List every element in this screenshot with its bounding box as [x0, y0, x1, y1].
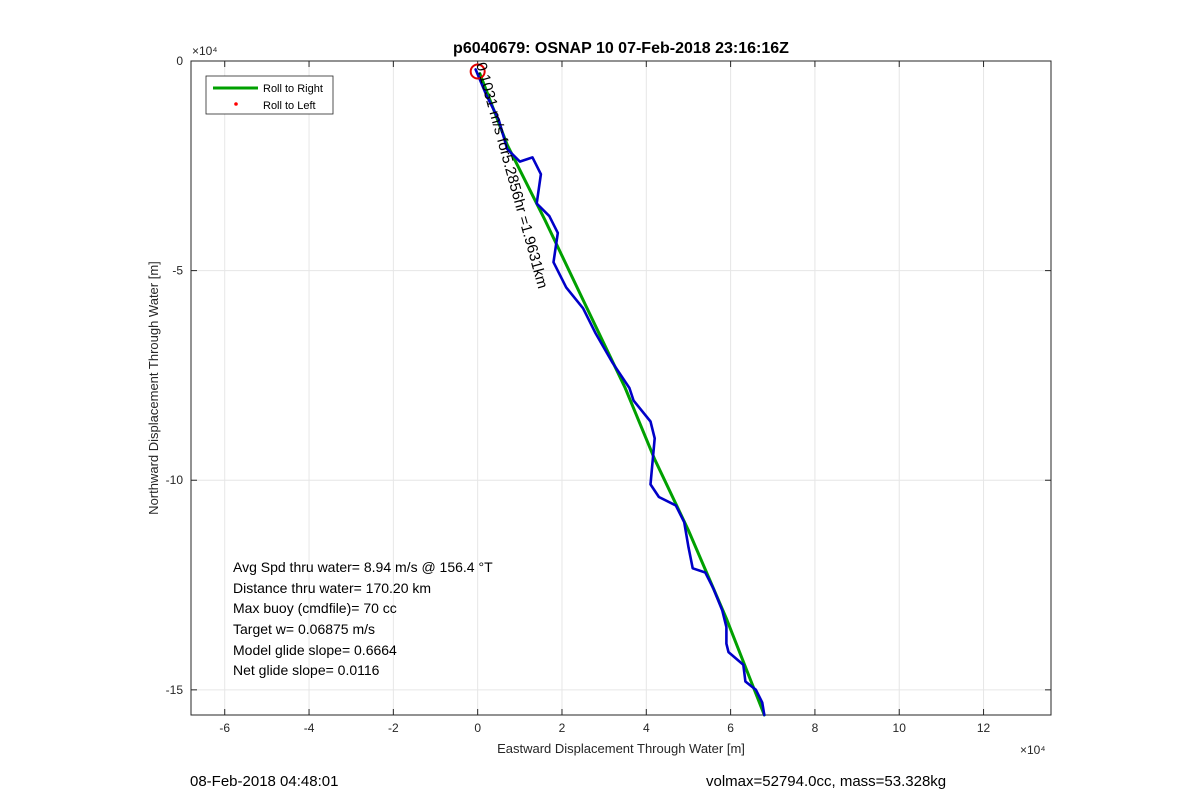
x-tick-label: 4	[643, 721, 650, 735]
x-tick-label: 2	[559, 721, 566, 735]
x-axis-multiplier: ×10⁴	[1020, 743, 1046, 757]
x-tick-label: -6	[219, 721, 230, 735]
legend: Roll to Right Roll to Left	[205, 75, 334, 115]
x-tick-label: -2	[388, 721, 399, 735]
footer-volmax-mass: volmax=52794.0cc, mass=53.328kg	[706, 773, 947, 790]
stat-max-buoy: Max buoy (cmdfile)= 70 cc	[233, 600, 397, 616]
legend-label-roll-right: Roll to Right	[263, 83, 323, 95]
legend-swatch-roll-left	[234, 102, 238, 106]
x-tick-label: 0	[474, 721, 481, 735]
y-tick-label: -15	[166, 683, 184, 697]
x-tick-label: 12	[977, 721, 991, 735]
stat-model-glide-slope: Model glide slope= 0.6664	[233, 642, 397, 658]
stat-distance: Distance thru water= 170.20 km	[233, 580, 431, 596]
series-roll-to-right-line	[478, 72, 766, 717]
series-layer	[469, 63, 766, 717]
y-axis-multiplier: ×10⁴	[192, 44, 218, 58]
x-tick-label: 8	[812, 721, 819, 735]
grid-lines	[191, 60, 1051, 715]
series-glider-track-line	[474, 68, 766, 717]
x-tick-label: 6	[727, 721, 734, 735]
footer-timestamp: 08-Feb-2018 04:48:01	[190, 773, 339, 790]
legend-box	[205, 75, 334, 115]
axes-box	[190, 60, 1052, 716]
y-tick-label: -5	[172, 264, 183, 278]
stats-annotation: Avg Spd thru water= 8.94 m/s @ 156.4 °T …	[233, 559, 493, 678]
start-marker	[469, 63, 486, 80]
stat-target-w: Target w= 0.06875 m/s	[233, 621, 375, 637]
stat-avg-speed: Avg Spd thru water= 8.94 m/s @ 156.4 °T	[233, 559, 493, 575]
stat-net-glide-slope: Net glide slope= 0.0116	[233, 662, 380, 678]
axis-ticks: -6 -4 -2 0 2 4 6 8 10 12 0 -5 -10 -15	[166, 54, 1051, 735]
legend-label-roll-left: Roll to Left	[263, 100, 316, 112]
path-annotation: 0.1031 m/s for5.2856hr =1.9631km	[472, 61, 551, 291]
chart-title: p6040679: OSNAP 10 07-Feb-2018 23:16:16Z	[453, 40, 789, 57]
x-tick-label: 10	[893, 721, 907, 735]
y-axis-label: Northward Displacement Through Water [m]	[146, 261, 161, 515]
x-axis-label: Eastward Displacement Through Water [m]	[497, 741, 745, 756]
y-tick-label: 0	[176, 54, 183, 68]
x-tick-label: -4	[304, 721, 315, 735]
y-tick-label: -10	[166, 473, 184, 487]
